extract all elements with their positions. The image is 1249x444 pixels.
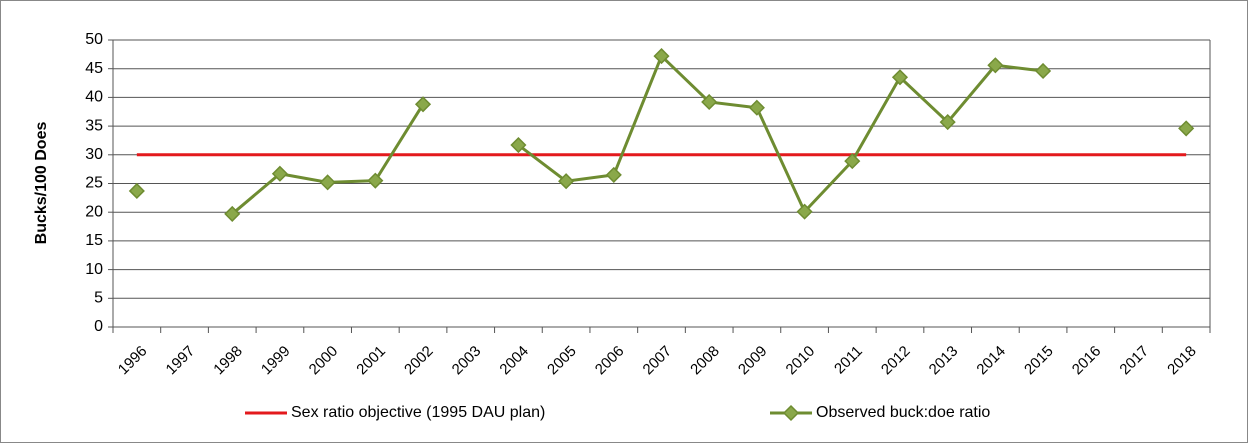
data-point [510, 136, 527, 154]
legend-marker [782, 404, 800, 422]
data-point [939, 114, 956, 131]
data-point [748, 99, 765, 116]
data-point [128, 182, 145, 200]
y-tick-label: 25 [85, 175, 103, 192]
data-point [891, 69, 909, 86]
data-point [414, 96, 432, 113]
y-tick-label: 40 [85, 89, 103, 106]
y-axis-label: Bucks/100 Does [33, 122, 50, 245]
y-tick-label: 30 [85, 146, 103, 163]
y-tick-label: 0 [94, 318, 103, 335]
data-point [987, 57, 1004, 74]
y-tick-label: 5 [94, 290, 103, 307]
data-point [558, 173, 575, 190]
data-point [605, 166, 622, 183]
data-point [653, 48, 670, 65]
data-point [271, 165, 288, 182]
y-tick-label: 10 [85, 261, 103, 278]
legend-label: Observed buck:doe ratio [816, 404, 990, 421]
y-tick-label: 20 [85, 203, 103, 220]
data-point [796, 203, 813, 220]
data-point [367, 172, 384, 189]
data-point [701, 93, 718, 111]
data-point [1178, 120, 1195, 137]
y-tick-label: 35 [85, 117, 103, 134]
y-tick-label: 15 [85, 232, 103, 249]
data-point [1035, 62, 1052, 80]
data-point [844, 153, 861, 170]
data-point [224, 205, 241, 222]
data-point [319, 174, 336, 191]
y-tick-label: 50 [85, 31, 103, 48]
legend-label: Sex ratio objective (1995 DAU plan) [291, 404, 545, 421]
y-tick-label: 45 [85, 60, 103, 77]
